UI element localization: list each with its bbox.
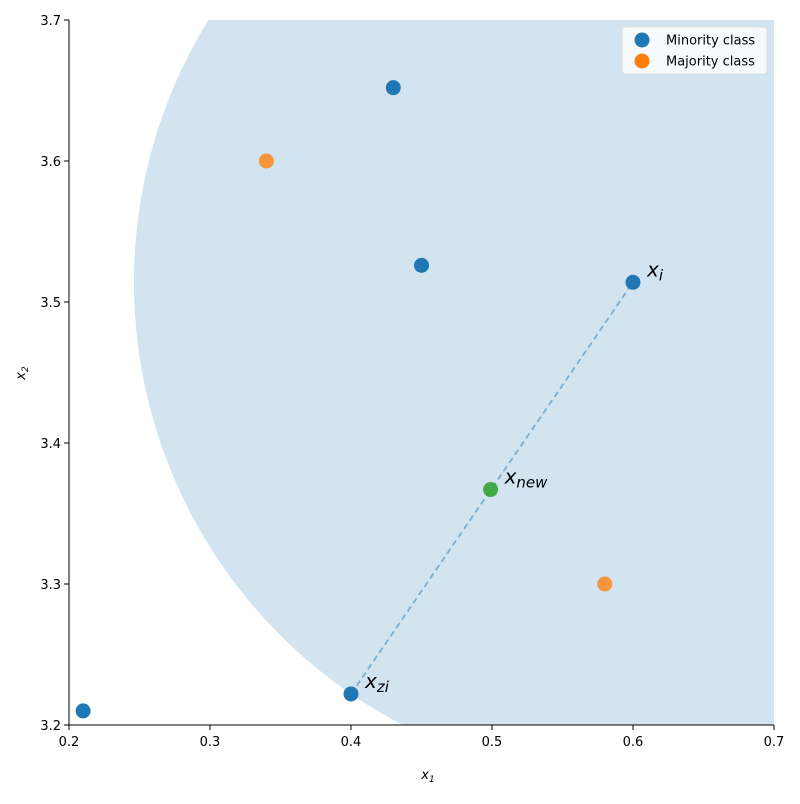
x-tick-label: 0.7: [764, 735, 785, 750]
y-tick-label: 3.4: [40, 437, 61, 452]
minority-point: [625, 274, 641, 290]
x-tick-label: 0.3: [200, 735, 221, 750]
majority-point: [597, 576, 613, 592]
y-tick-label: 3.5: [40, 296, 61, 311]
minority-point: [343, 686, 359, 702]
y-tick-label: 3.6: [40, 155, 61, 170]
legend: Minority class Majority class: [621, 26, 768, 75]
x-tick-label: 0.6: [623, 735, 644, 750]
x-tick-label: 0.4: [341, 735, 362, 750]
y-tick-label: 3.2: [40, 719, 61, 734]
new-point: [483, 482, 499, 498]
x-tick-label: 0.2: [59, 735, 80, 750]
y-axis-label: x2: [14, 366, 31, 381]
majority-point: [258, 153, 274, 169]
legend-box: [621, 26, 768, 75]
legend-marker: [634, 32, 650, 48]
minority-point: [414, 257, 429, 273]
minority-point: [75, 703, 91, 719]
interpolation-segment: [350, 281, 634, 695]
y-tick-label: 3.3: [40, 578, 61, 593]
x-axis-label: x1: [420, 768, 434, 785]
neighborhood-circle: [134, 20, 774, 725]
minority-point: [385, 80, 401, 96]
legend-label: Minority class: [666, 34, 755, 49]
x-tick-label: 0.5: [482, 735, 503, 750]
legend-label: Majority class: [666, 55, 755, 70]
y-tick-label: 3.7: [40, 14, 61, 29]
legend-marker: [634, 53, 650, 69]
